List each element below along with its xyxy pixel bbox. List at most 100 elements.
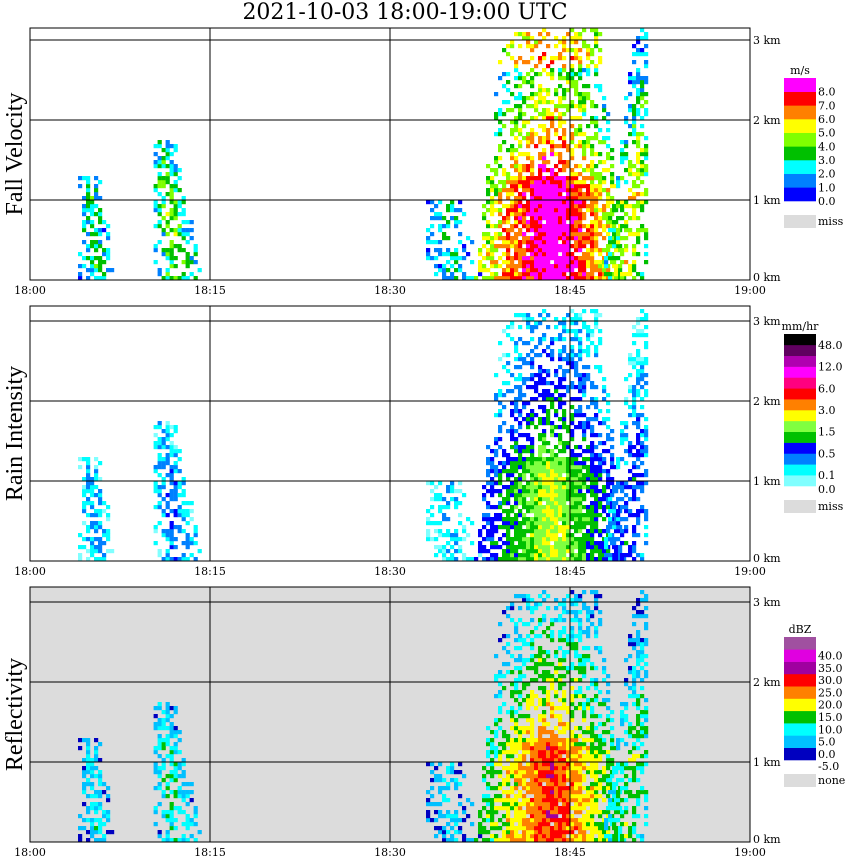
echo-cell — [518, 116, 523, 121]
echo-cell — [586, 473, 591, 478]
echo-cell — [562, 722, 567, 727]
echo-cell — [574, 525, 579, 530]
echo-cell — [510, 618, 515, 623]
echo-cell — [574, 634, 579, 639]
echo-cell — [598, 421, 603, 426]
echo-cell — [490, 180, 495, 185]
echo-cell — [562, 449, 567, 454]
echo-cell — [169, 164, 174, 169]
echo-cell — [546, 228, 551, 233]
echo-cell — [644, 429, 649, 434]
echo-cell — [574, 802, 579, 807]
echo-cell — [430, 232, 435, 237]
echo-cell — [78, 826, 83, 831]
echo-cell — [90, 537, 95, 542]
echo-cell — [636, 52, 641, 57]
echo-cell — [490, 786, 495, 791]
echo-cell — [534, 104, 539, 109]
echo-cell — [542, 618, 547, 623]
echo-cell — [446, 533, 451, 538]
echo-cell — [157, 802, 162, 807]
echo-cell — [518, 746, 523, 751]
echo-cell — [438, 505, 443, 510]
echo-cell — [534, 220, 539, 225]
echo-cell — [558, 224, 563, 229]
echo-cell — [590, 180, 595, 185]
echo-cell — [598, 60, 603, 65]
echo-cell — [538, 654, 543, 659]
echo-cell — [620, 429, 625, 434]
echo-cell — [558, 180, 563, 185]
echo-cell — [502, 168, 507, 173]
echo-cell — [578, 224, 583, 229]
echo-cell — [502, 822, 507, 827]
echo-cell — [510, 212, 515, 217]
echo-cell — [570, 309, 575, 314]
echo-cell — [90, 200, 95, 205]
echo-cell — [602, 208, 607, 213]
echo-cell — [542, 798, 547, 803]
echo-cell — [636, 333, 641, 338]
echo-cell — [590, 706, 595, 711]
echo-cell — [506, 148, 511, 153]
echo-cell — [165, 252, 170, 257]
echo-cell — [534, 192, 539, 197]
echo-cell — [165, 140, 170, 145]
echo-cell — [181, 212, 186, 217]
echo-cell — [518, 44, 523, 49]
echo-cell — [554, 810, 559, 815]
echo-cell — [90, 774, 95, 779]
echo-cell — [530, 545, 535, 550]
echo-cell — [514, 397, 519, 402]
echo-cell — [506, 272, 511, 277]
echo-cell — [562, 188, 567, 193]
echo-cell — [530, 678, 535, 683]
echo-cell — [530, 196, 535, 201]
echo-cell — [482, 513, 487, 518]
echo-cell — [542, 742, 547, 747]
echo-cell — [562, 690, 567, 695]
echo-cell — [554, 778, 559, 783]
echo-cell — [554, 409, 559, 414]
echo-cell — [594, 682, 599, 687]
echo-cell — [558, 786, 563, 791]
colorbar-level-label: 3.0 — [818, 404, 836, 417]
echo-cell — [586, 353, 591, 358]
echo-cell — [628, 441, 633, 446]
echo-cell — [546, 529, 551, 534]
echo-cell — [90, 553, 95, 558]
echo-cell — [620, 457, 625, 462]
echo-cell — [538, 730, 543, 735]
echo-cell — [546, 606, 551, 611]
echo-cell — [538, 557, 543, 562]
echo-cell — [604, 264, 609, 269]
echo-cell — [434, 216, 439, 221]
echo-cell — [606, 268, 611, 273]
echo-cell — [590, 248, 595, 253]
echo-cell — [632, 541, 637, 546]
echo-cell — [514, 545, 519, 550]
echo-cell — [193, 810, 198, 815]
echo-cell — [522, 100, 527, 105]
echo-cell — [574, 517, 579, 522]
colorbar-missing-label: miss — [818, 500, 844, 513]
echo-cell — [594, 260, 599, 265]
echo-cell — [636, 160, 641, 165]
echo-cell — [578, 465, 583, 470]
echo-cell — [86, 220, 91, 225]
echo-cell — [486, 770, 491, 775]
echo-cell — [574, 790, 579, 795]
echo-cell — [526, 60, 531, 65]
echo-cell — [514, 549, 519, 554]
echo-cell — [574, 690, 579, 695]
echo-cell — [586, 802, 591, 807]
echo-cell — [506, 814, 511, 819]
echo-cell — [522, 232, 527, 237]
echo-cell — [193, 248, 198, 253]
echo-cell — [542, 513, 547, 518]
echo-cell — [181, 553, 186, 558]
echo-cell — [454, 818, 459, 823]
echo-cell — [90, 240, 95, 245]
echo-cell — [542, 116, 547, 121]
